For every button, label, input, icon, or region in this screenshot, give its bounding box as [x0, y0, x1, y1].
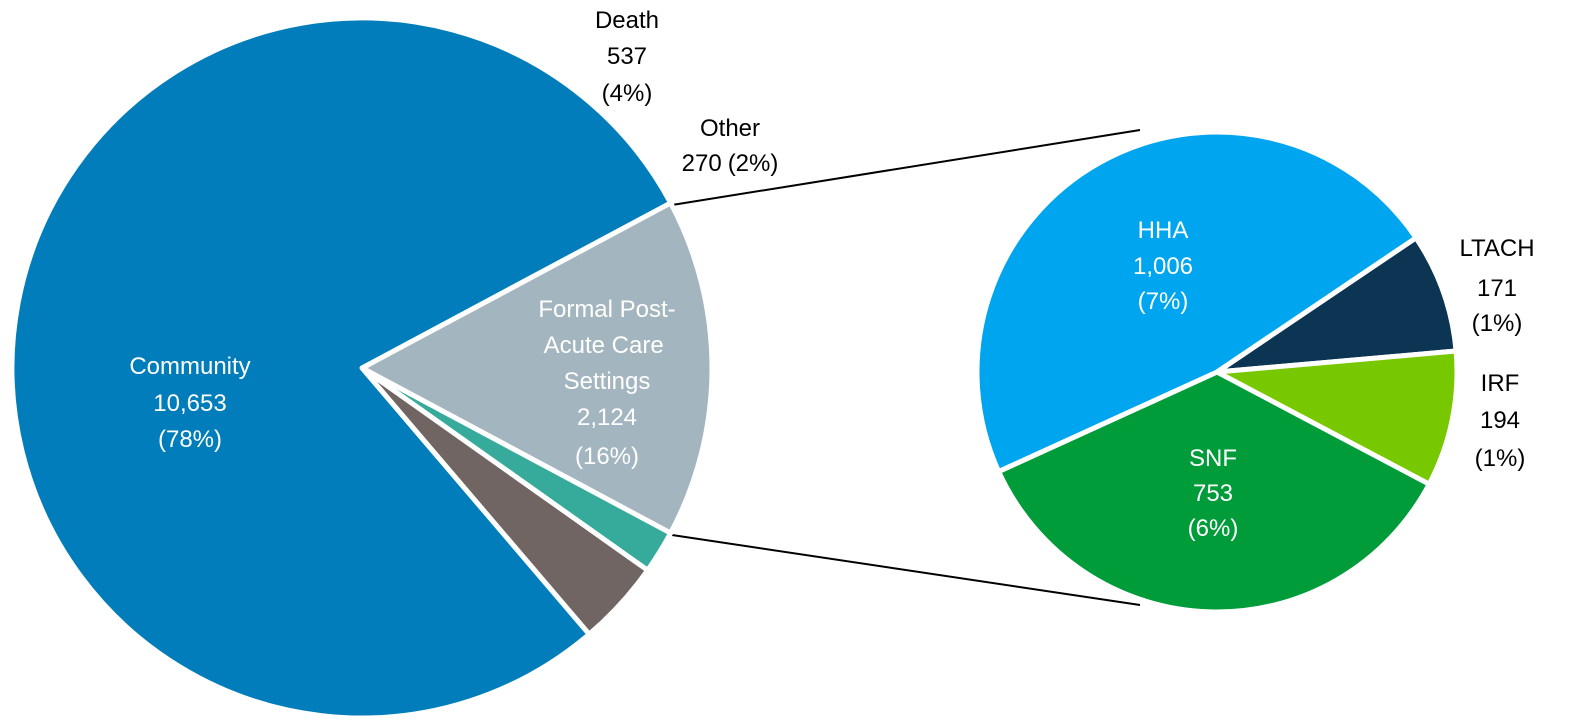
- data-label: Community: [129, 353, 250, 380]
- data-label: (4%): [602, 80, 653, 107]
- data-label: SNF: [1189, 445, 1237, 472]
- data-label-part: LTACH: [1459, 235, 1534, 262]
- data-label: 537: [607, 43, 647, 70]
- data-label: HHA: [1138, 217, 1189, 244]
- data-label-part: 1,006: [1133, 253, 1193, 280]
- data-label-part: HHA: [1138, 217, 1189, 244]
- data-label-part: 10,653: [153, 390, 226, 417]
- data-label-part: Death: [595, 7, 659, 34]
- data-label-part: (1%): [1472, 310, 1523, 337]
- data-label-part: 2,124: [577, 404, 637, 431]
- data-label-part: (78%): [158, 426, 222, 453]
- data-label: 1,006: [1133, 253, 1193, 280]
- data-label-part: 537: [607, 43, 647, 70]
- data-label: IRF: [1481, 370, 1520, 397]
- pie-slice: [996, 369, 1432, 615]
- data-label: 194: [1480, 407, 1520, 434]
- pie-slice: [359, 200, 715, 536]
- connector-line: [671, 129, 1141, 206]
- pie-slice: [9, 15, 674, 721]
- data-label: (16%): [575, 443, 639, 470]
- data-label-part: (2%): [728, 150, 779, 177]
- data-label-part: Other: [700, 115, 760, 142]
- data-label: 10,653: [153, 390, 226, 417]
- data-label-line: Formal Post-: [538, 296, 675, 323]
- data-label-part: 270: [682, 150, 722, 177]
- data-label-part: 753: [1193, 480, 1233, 507]
- data-label: LTACH: [1459, 235, 1534, 262]
- data-label: 171: [1477, 275, 1517, 302]
- data-label-part: (7%): [1138, 288, 1189, 315]
- pie-slice: [1214, 348, 1460, 487]
- data-label: 2,124: [577, 404, 637, 431]
- data-label: (6%): [1188, 515, 1239, 542]
- data-label: (1%): [1475, 445, 1526, 472]
- data-label-part: 171: [1477, 275, 1517, 302]
- pie-slice: [974, 129, 1419, 475]
- data-label: Other: [700, 115, 760, 142]
- data-label: (7%): [1138, 288, 1189, 315]
- data-label-line: Settings: [564, 368, 651, 395]
- data-label-part: (4%): [602, 80, 653, 107]
- data-label: (78%): [158, 426, 222, 453]
- data-label-part: SNF: [1189, 445, 1237, 472]
- data-label-part: (6%): [1188, 515, 1239, 542]
- data-label: Death: [595, 7, 659, 34]
- data-label-part: IRF: [1481, 370, 1520, 397]
- pie-slice: [1214, 235, 1459, 375]
- data-label: (1%): [1472, 310, 1523, 337]
- data-label-part: (1%): [1475, 445, 1526, 472]
- data-label-line: Acute Care: [544, 332, 671, 359]
- data-label: 753: [1193, 480, 1233, 507]
- data-label-part: Community: [129, 353, 250, 380]
- data-label-part: 194: [1480, 407, 1520, 434]
- data-label: 270 (2%): [682, 150, 779, 177]
- connector-line: [671, 534, 1141, 606]
- data-label-part: (16%): [575, 443, 639, 470]
- data-label: Formal Post- Acute Care Settings: [538, 296, 675, 395]
